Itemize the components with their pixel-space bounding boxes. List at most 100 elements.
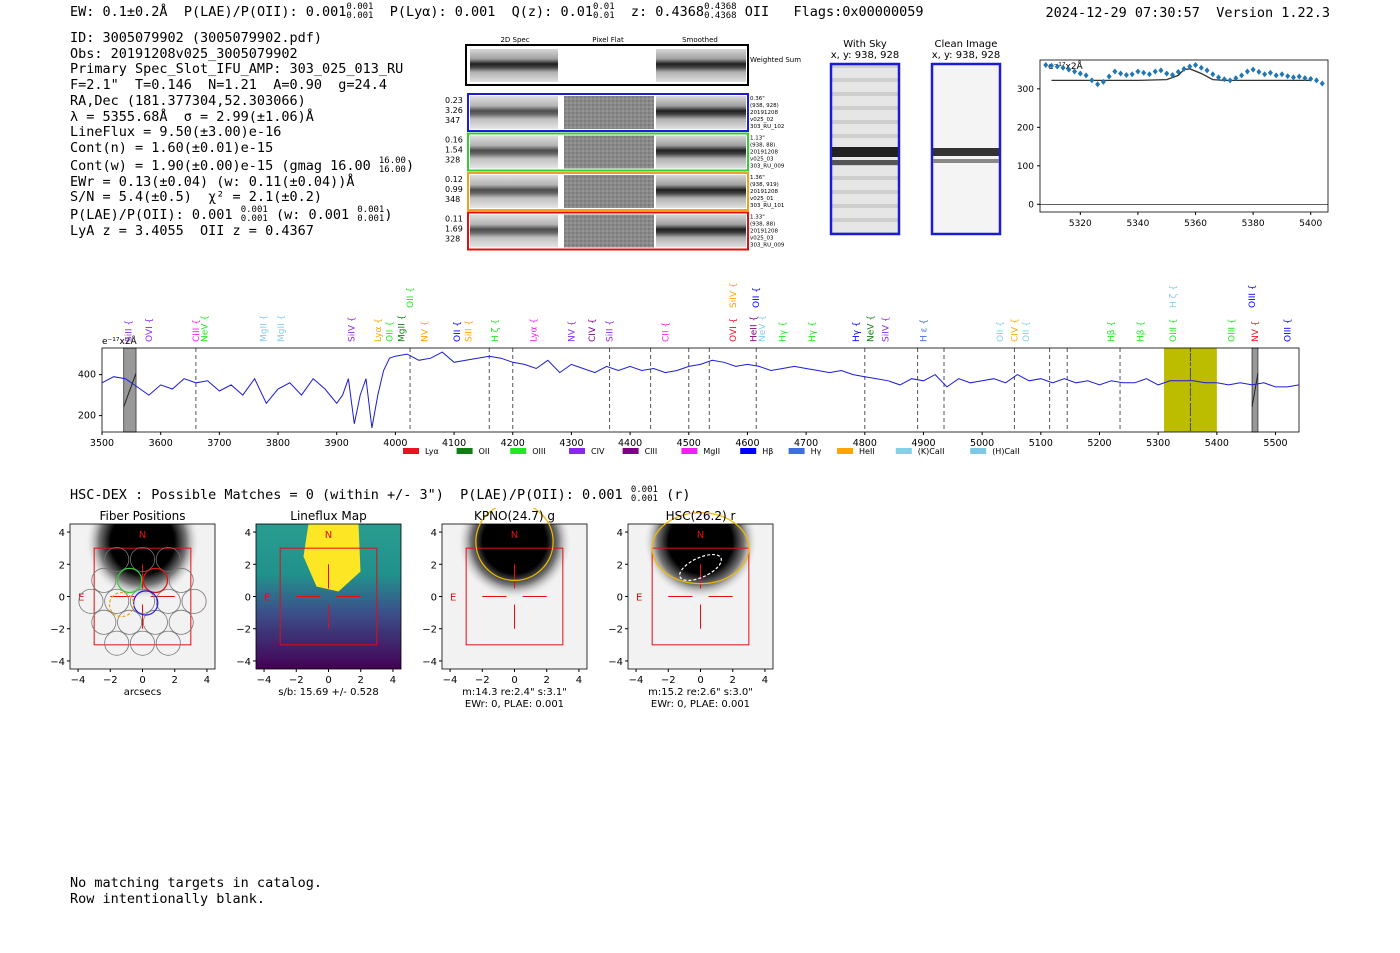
flags-value: Flags:0x00000059 [793,4,924,20]
cutout-smoothed [656,175,746,208]
line-label: NV { [421,321,431,342]
line-label: OII { [1022,321,1032,342]
cutout-smoothed [656,135,746,169]
spectrum-line [101,351,1300,428]
zoom-data-point [1100,78,1106,85]
line-label-upper: H ζ { [1169,285,1179,308]
bright-source [642,524,759,600]
line-label: NV { [1251,321,1261,342]
thumb-xtick-label: −2 [475,675,490,686]
fiber-circle [91,609,117,635]
weighted-sum-smoothed [656,49,746,82]
line-label: HeII { [749,316,759,342]
cutout-2dspec [470,175,558,208]
legend-swatch [510,448,527,454]
zoom-data-point [1112,68,1118,75]
line-label: SiII { [124,320,134,342]
cutout-right-info: 303_RU_009 [750,243,785,249]
cutout-pixelflat [564,214,654,248]
line-label: OIII { [1228,318,1238,342]
thumb-ytick-label: −2 [50,625,65,636]
thumb-ytick-label: 4 [59,528,65,539]
zoom-data-point [1290,74,1296,81]
thumbnail-title: HSC(26.2) r [666,509,736,523]
legend-swatch [403,448,419,454]
fiber-circle [168,567,194,593]
cutout-right-info: v025_02 [750,117,774,123]
thumb-xtick-label: −4 [443,675,458,686]
spectrum-xtick-label: 3600 [149,438,173,449]
zoom-data-point [1083,72,1089,79]
zoom-frame [1039,59,1329,213]
fiber-circle [181,588,207,614]
thumbnail-caption: s/b: 15.69 +/- 0.528 [278,687,378,698]
line-label: OVI { [729,318,739,342]
thumbnail-caption2: EWr: 0, PLAE: 0.001 [651,699,750,710]
compass-n: N [697,530,704,541]
legend-swatch [569,448,585,454]
line-label: OII { [453,321,463,342]
fiber-circle [130,546,155,572]
zoom-xtick-label: 5380 [1242,219,1265,229]
source-ellipse [475,508,554,582]
weighted-sum-label: Weighted Sum [750,56,801,64]
fiber-circle [104,546,130,572]
spectrum-xtick-label: 5400 [1205,438,1229,449]
thumbnail-panel: N E 4 2 0 −2 −4 −4 −2 0 2 4 KPNO(24.7) g m:14.3 re:2.… [422,508,588,710]
line-label: SiIV { [881,316,891,342]
thumbnail-panel: N E 4 2 0 −2 −4 −4 −2 0 2 4 Fiber Positions arcsecs [50,509,216,698]
spectrum-xtick-label: 4000 [383,438,407,449]
legend-label: CIII [645,447,658,456]
zoom-data-point [1313,77,1319,84]
zoom-xtick-label: 5400 [1299,219,1322,229]
thumb-xtick-label: 2 [730,675,736,686]
line-label: Hγ { [808,321,818,342]
cutout-right-info: 303_RU_102 [750,124,784,130]
with-sky-band [832,147,898,157]
legend-swatch [788,448,805,454]
thumb-xtick-label: 2 [358,675,364,686]
fiber-blue [133,590,159,616]
thumbnail-panel: N E 4 2 0 −2 −4 −4 −2 0 2 4 HSC(26.2) r m:15.2 re:2.6… [608,509,774,710]
thumbnail-title: Fiber Positions [99,509,185,523]
thumb-xtick-label: 0 [511,675,517,686]
fiber-circle [130,630,155,656]
spectrum-frame [101,347,1300,433]
cutout-right-info: 1.33" [750,215,765,221]
line-label: Hβ { [1107,321,1117,342]
zoom-data-point [1193,62,1199,69]
cutout-left-stat: 347 [445,116,460,125]
legend-swatch [895,448,912,454]
info-obs: Obs: 20191208v025_3005079902 [70,45,298,62]
cutout-smoothed [656,96,746,129]
cutout-left-stat: 328 [445,235,460,244]
thumb-xtick-label: −4 [71,675,86,686]
thumb-xtick-label: −2 [289,675,304,686]
zoom-data-point [1244,68,1250,75]
cutout-left-stat: 3.26 [445,106,463,115]
cutout-right-info: (938, 928) [750,103,779,109]
cutout-left-stat: 0.23 [445,96,463,105]
spectrum-xtick-label: 4400 [618,438,642,449]
spectrum-xtick-label: 4600 [735,438,759,449]
spectrum-xtick-label: 3500 [90,438,114,449]
fiber-circle [104,588,130,614]
legend-label: (H)CaII [992,447,1019,456]
zoom-data-point [1077,70,1083,77]
line-label: NeV { [758,315,768,342]
info-contw: Cont(w) = 1.90(±0.00)e-15 (gmag 16.00 16… [70,155,415,175]
legend-label: (K)CaII [918,447,945,456]
timestamp: 2024-12-29 07:30:57 [1045,5,1200,21]
zoom-data-point [1169,72,1175,79]
fiber-circle [78,588,104,614]
cutout-left-stat: 1.54 [445,146,463,155]
spectrum-xtick-label: 5500 [1263,438,1287,449]
thumb-xtick-label: −4 [629,675,644,686]
spectrum-xtick-label: 5300 [1146,438,1170,449]
line-label: CIV { [1010,318,1020,342]
cutout-left-stat: 1.69 [445,225,463,234]
thumb-ytick-label: 4 [245,528,251,539]
thumbnail-row: N E 4 2 0 −2 −4 −4 −2 0 2 4 Fiber Positions arcsecs N E… [50,508,774,710]
thumb-ytick-label: −4 [236,657,251,668]
